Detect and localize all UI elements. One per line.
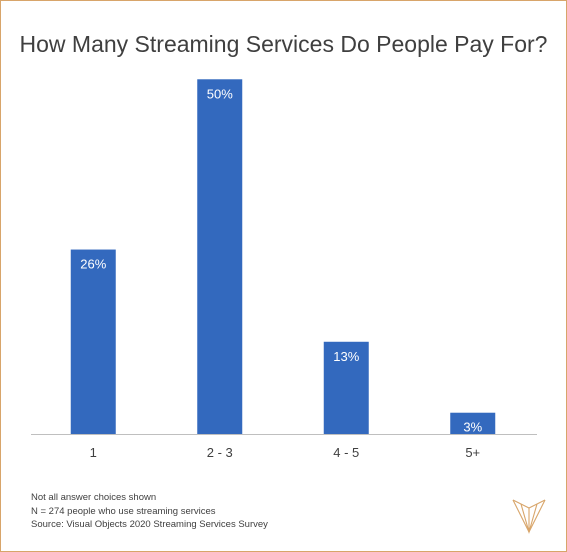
x-tick-label-1: 2 - 3 <box>207 445 233 460</box>
note-answer-choices: Not all answer choices shown <box>31 492 157 503</box>
x-tick-label-3: 5+ <box>465 445 480 460</box>
bar-2 <box>323 341 369 434</box>
bar-1 <box>197 79 243 434</box>
bar-value-label-1: 50% <box>207 86 233 101</box>
chart-title: How Many Streaming Services Do People Pa… <box>19 31 548 57</box>
x-tick-label-2: 4 - 5 <box>333 445 359 460</box>
visual-objects-logo <box>512 499 546 535</box>
chart-notes: Not all answer choices shown N = 274 peo… <box>31 491 268 532</box>
bar-0 <box>70 249 116 434</box>
note-sample-size: N = 274 people who use streaming service… <box>31 505 216 517</box>
note-source: Source: Visual Objects 2020 Streaming Se… <box>31 519 268 530</box>
bars-group: 26% 50% 13% 3% <box>70 79 496 435</box>
x-tick-label-0: 1 <box>90 445 97 460</box>
bar-value-label-0: 26% <box>80 257 106 272</box>
bar-value-label-2: 13% <box>333 349 359 364</box>
bar-3 <box>450 412 496 434</box>
x-tick-labels: 1 2 - 3 4 - 5 5+ <box>90 445 481 460</box>
bar-value-label-3: 3% <box>463 420 482 435</box>
